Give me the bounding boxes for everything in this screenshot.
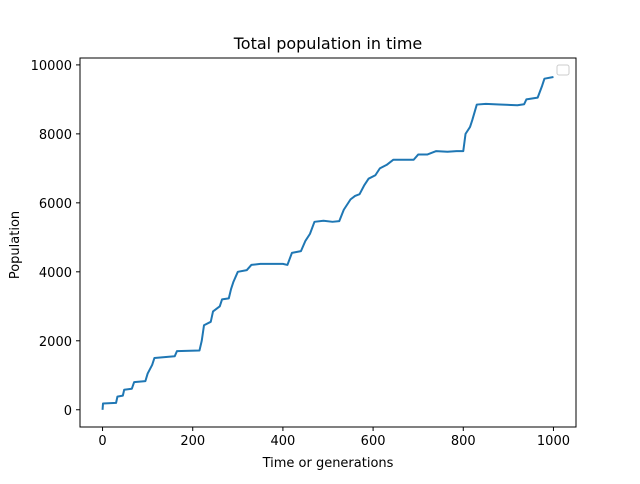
x-tick-label: 1000 <box>537 434 570 449</box>
y-tick-label: 8000 <box>39 128 72 143</box>
y-tick-label: 2000 <box>39 335 72 350</box>
y-tick-label: 4000 <box>39 266 72 281</box>
y-axis-label: Population <box>8 211 23 279</box>
x-tick-label: 400 <box>270 434 295 449</box>
x-axis-label: Time or generations <box>262 456 394 471</box>
y-tick-label: 6000 <box>39 197 72 212</box>
y-tick-label: 10000 <box>31 59 72 74</box>
x-tick-label: 0 <box>98 434 106 449</box>
y-tick-label: 0 <box>64 404 72 419</box>
chart-title: Total population in time <box>233 34 423 53</box>
plot-area <box>101 75 554 410</box>
x-tick-label: 200 <box>180 434 205 449</box>
axes-frame <box>79 57 577 428</box>
legend-box <box>556 64 570 76</box>
x-tick-label: 600 <box>361 434 386 449</box>
x-tick-label: 800 <box>451 434 476 449</box>
series-line-0 <box>101 75 554 410</box>
